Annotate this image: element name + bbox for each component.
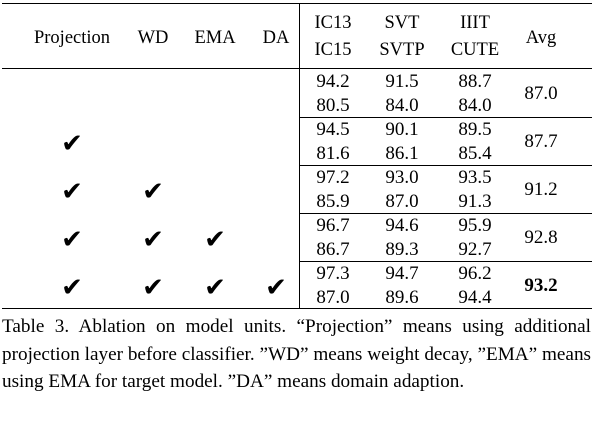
cell-avg: 93.2 bbox=[524, 275, 558, 296]
check-mark-icon: ✔ bbox=[204, 225, 226, 255]
cell-col2-bottom: 89.3 bbox=[385, 239, 419, 260]
cell-col1-bottom: 86.7 bbox=[316, 239, 350, 260]
cell-col3-bottom: 91.3 bbox=[458, 191, 492, 212]
check-mark-icon: ✔ bbox=[265, 273, 287, 303]
cell-col1-top: 97.2 bbox=[316, 167, 350, 188]
cell-avg: 91.2 bbox=[524, 179, 558, 200]
cell-avg: 87.7 bbox=[524, 131, 558, 152]
cell-avg: 87.0 bbox=[524, 83, 558, 104]
check-mark-icon: ✔ bbox=[142, 273, 164, 303]
table-caption: Table 3. Ablation on model units. “Proje… bbox=[2, 316, 591, 392]
cell-col2-top: 90.1 bbox=[385, 119, 419, 140]
header-cute: CUTE bbox=[450, 40, 500, 60]
cell-col1-top: 97.3 bbox=[316, 263, 350, 284]
cell-col3-top: 89.5 bbox=[458, 119, 492, 140]
check-mark-icon: ✔ bbox=[142, 177, 164, 207]
header-ic15: IC15 bbox=[314, 40, 352, 60]
cell-col2-top: 93.0 bbox=[385, 167, 419, 188]
header-projection: Projection bbox=[33, 28, 111, 48]
cell-col1-top: 96.7 bbox=[316, 215, 350, 236]
cell-col2-top: 94.7 bbox=[385, 263, 419, 284]
cell-col3-bottom: 92.7 bbox=[458, 239, 492, 260]
cell-col2-bottom: 89.6 bbox=[385, 287, 419, 308]
row-separator bbox=[299, 117, 592, 118]
cell-col2-bottom: 86.1 bbox=[385, 143, 419, 164]
cell-col1-top: 94.5 bbox=[316, 119, 350, 140]
cell-col3-bottom: 84.0 bbox=[458, 95, 492, 116]
table-bottom-rule bbox=[2, 308, 592, 309]
cell-col1-bottom: 85.9 bbox=[316, 191, 350, 212]
header-ic13: IC13 bbox=[314, 13, 352, 33]
table-column-divider bbox=[299, 3, 300, 308]
cell-col2-top: 94.6 bbox=[385, 215, 419, 236]
check-mark-icon: ✔ bbox=[142, 225, 164, 255]
header-avg: Avg bbox=[525, 28, 557, 48]
header-ema: EMA bbox=[194, 28, 236, 48]
check-mark-icon: ✔ bbox=[61, 129, 83, 159]
header-iiit: IIIT bbox=[460, 13, 490, 33]
row-separator bbox=[299, 165, 592, 166]
header-wd: WD bbox=[137, 28, 169, 48]
cell-col1-bottom: 81.6 bbox=[316, 143, 350, 164]
cell-col3-top: 88.7 bbox=[458, 71, 492, 92]
header-svtp: SVTP bbox=[379, 40, 425, 60]
row-separator bbox=[299, 261, 592, 262]
cell-col2-top: 91.5 bbox=[385, 71, 419, 92]
cell-avg: 92.8 bbox=[524, 227, 558, 248]
cell-col3-top: 95.9 bbox=[458, 215, 492, 236]
cell-col3-bottom: 85.4 bbox=[458, 143, 492, 164]
check-mark-icon: ✔ bbox=[61, 273, 83, 303]
cell-col2-bottom: 84.0 bbox=[385, 95, 419, 116]
cell-col1-bottom: 80.5 bbox=[316, 95, 350, 116]
row-separator bbox=[299, 213, 592, 214]
check-mark-icon: ✔ bbox=[61, 225, 83, 255]
cell-col3-bottom: 94.4 bbox=[458, 287, 492, 308]
header-svt: SVT bbox=[384, 13, 420, 33]
check-mark-icon: ✔ bbox=[61, 177, 83, 207]
cell-col1-bottom: 87.0 bbox=[316, 287, 350, 308]
cell-col2-bottom: 87.0 bbox=[385, 191, 419, 212]
table-top-rule bbox=[2, 3, 592, 4]
check-mark-icon: ✔ bbox=[204, 273, 226, 303]
header-da: DA bbox=[262, 28, 290, 48]
table-header-rule bbox=[2, 68, 592, 69]
cell-col1-top: 94.2 bbox=[316, 71, 350, 92]
cell-col3-top: 93.5 bbox=[458, 167, 492, 188]
cell-col3-top: 96.2 bbox=[458, 263, 492, 284]
